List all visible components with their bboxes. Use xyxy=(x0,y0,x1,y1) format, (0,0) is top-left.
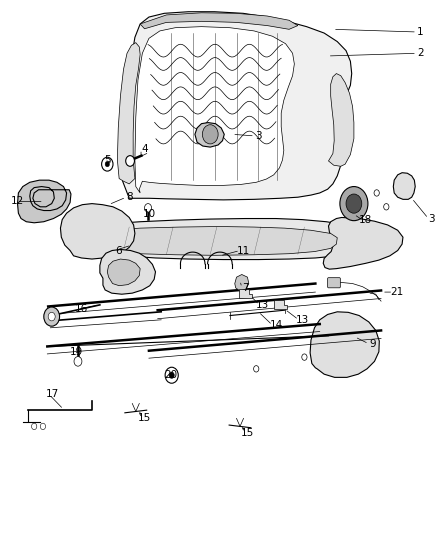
Polygon shape xyxy=(235,274,249,291)
Text: 16: 16 xyxy=(74,304,88,314)
Polygon shape xyxy=(117,43,140,184)
Text: 11: 11 xyxy=(237,246,250,255)
Text: 17: 17 xyxy=(46,390,59,399)
Circle shape xyxy=(169,372,174,378)
Circle shape xyxy=(254,366,259,372)
Text: 21: 21 xyxy=(390,287,403,297)
Circle shape xyxy=(74,357,82,366)
Text: 7: 7 xyxy=(242,283,249,293)
Circle shape xyxy=(384,204,389,210)
Circle shape xyxy=(126,156,134,166)
Circle shape xyxy=(165,367,178,383)
Circle shape xyxy=(105,161,110,167)
Text: 19: 19 xyxy=(70,347,83,357)
Polygon shape xyxy=(310,312,379,377)
Text: 8: 8 xyxy=(126,192,133,202)
Polygon shape xyxy=(60,204,135,259)
Text: 13: 13 xyxy=(256,300,269,310)
Polygon shape xyxy=(328,74,354,166)
Text: 9: 9 xyxy=(369,339,376,349)
Text: 20: 20 xyxy=(164,370,177,380)
Text: 1: 1 xyxy=(417,27,424,37)
Text: 3: 3 xyxy=(255,131,262,141)
Polygon shape xyxy=(71,219,364,260)
Circle shape xyxy=(44,307,60,326)
Polygon shape xyxy=(393,173,415,199)
Circle shape xyxy=(374,190,379,196)
Text: 13: 13 xyxy=(296,315,309,325)
Polygon shape xyxy=(107,259,140,286)
Circle shape xyxy=(340,187,368,221)
Circle shape xyxy=(346,194,362,213)
Polygon shape xyxy=(18,180,71,223)
Text: 3: 3 xyxy=(428,214,435,223)
Text: 14: 14 xyxy=(269,320,283,330)
Polygon shape xyxy=(100,249,155,294)
Circle shape xyxy=(302,354,307,360)
Circle shape xyxy=(40,423,46,430)
Polygon shape xyxy=(88,227,337,255)
Text: 18: 18 xyxy=(359,215,372,225)
Text: 6: 6 xyxy=(115,246,122,255)
Polygon shape xyxy=(140,13,298,29)
Polygon shape xyxy=(195,123,224,147)
Text: 12: 12 xyxy=(11,197,24,206)
FancyBboxPatch shape xyxy=(328,278,340,288)
Polygon shape xyxy=(135,27,294,193)
Text: 10: 10 xyxy=(142,209,155,219)
Polygon shape xyxy=(323,217,403,269)
Circle shape xyxy=(32,423,37,430)
Circle shape xyxy=(48,312,55,321)
Polygon shape xyxy=(123,12,352,200)
Polygon shape xyxy=(239,289,252,298)
Text: 2: 2 xyxy=(417,49,424,58)
Text: 5: 5 xyxy=(104,155,111,165)
Circle shape xyxy=(145,204,152,212)
Polygon shape xyxy=(274,300,287,309)
Circle shape xyxy=(102,157,113,171)
Text: 15: 15 xyxy=(241,428,254,438)
Circle shape xyxy=(202,125,218,144)
Text: 15: 15 xyxy=(138,414,151,423)
Text: 4: 4 xyxy=(141,144,148,154)
